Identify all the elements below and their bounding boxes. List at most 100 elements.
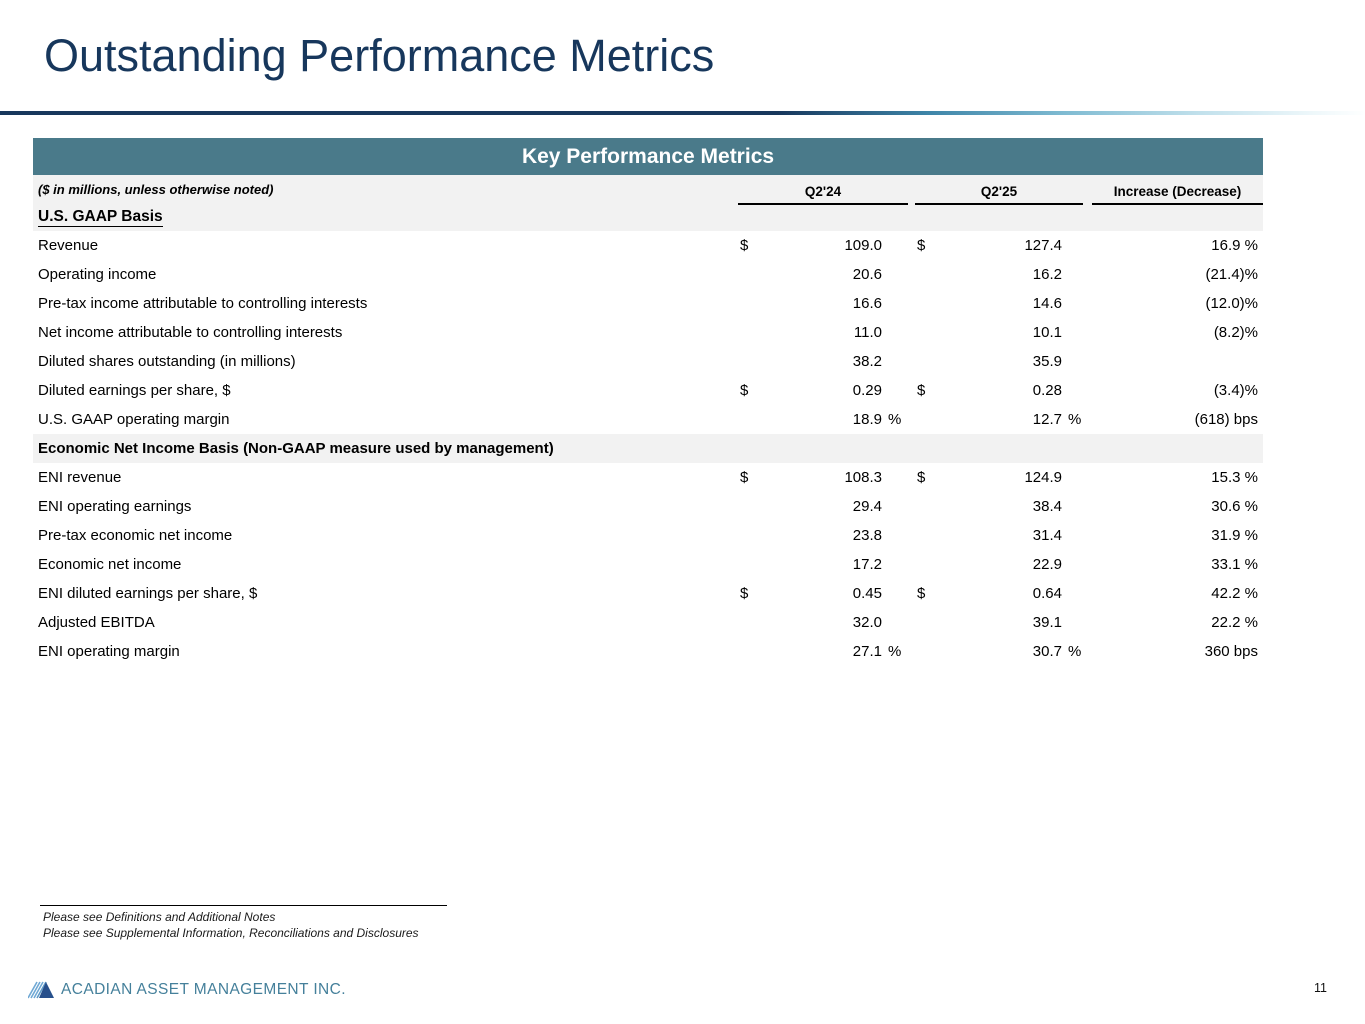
increase-decrease-value: (8.2)% <box>1213 324 1258 341</box>
q2-25-dollar-sign <box>915 260 939 289</box>
q2-25-dollar-sign <box>915 405 939 434</box>
q2-25-dollar-sign <box>915 492 939 521</box>
q2-24-dollar-sign <box>738 608 762 637</box>
q2-24-value: 109.0 <box>844 237 882 254</box>
increase-decrease-value: (618) bps <box>1194 411 1258 428</box>
q2-24-dollar-sign <box>738 289 762 318</box>
section-rows-eni: ENI revenue $ 108.3 $ 124.9 15.3 % ENI o… <box>33 463 1263 666</box>
q2-24-value: 20.6 <box>852 266 882 283</box>
increase-decrease-value: (12.0)% <box>1205 295 1258 312</box>
increase-decrease-value <box>1090 347 1258 376</box>
row-label: Revenue <box>38 237 99 254</box>
q2-24-suffix: % <box>888 411 902 428</box>
q2-24-suffix <box>882 492 910 521</box>
q2-24-dollar-sign: $ <box>740 469 749 486</box>
q2-25-value: 30.7 <box>1032 643 1062 660</box>
q2-25-dollar-sign <box>915 608 939 637</box>
table-title: Key Performance Metrics <box>33 138 1263 175</box>
q2-24-suffix <box>882 521 910 550</box>
footnote-supplemental: Please see Supplemental Information, Rec… <box>43 926 419 940</box>
q2-25-suffix: % <box>1068 643 1082 660</box>
q2-24-value: 38.2 <box>852 353 882 370</box>
table-row: Net income attributable to controlling i… <box>33 318 1263 347</box>
table-row: ENI revenue $ 108.3 $ 124.9 15.3 % <box>33 463 1263 492</box>
increase-decrease-value: 33.1 % <box>1211 556 1258 573</box>
row-label: Operating income <box>38 266 157 283</box>
q2-25-value: 38.4 <box>1032 498 1062 515</box>
q2-25-dollar-sign <box>915 347 939 376</box>
table-row: Adjusted EBITDA 32.0 39.1 22.2 % <box>33 608 1263 637</box>
q2-25-suffix <box>1062 289 1090 318</box>
q2-24-suffix <box>882 579 910 608</box>
q2-24-dollar-sign: $ <box>740 585 749 602</box>
column-header-row: ($ in millions, unless otherwise noted) … <box>33 175 1263 205</box>
q2-25-value: 35.9 <box>1032 353 1062 370</box>
row-end-pad <box>1258 376 1263 405</box>
q2-25-suffix <box>1062 521 1090 550</box>
table-row: U.S. GAAP operating margin 18.9 % 12.7 %… <box>33 405 1263 434</box>
row-label: Diluted earnings per share, $ <box>38 382 231 399</box>
q2-24-dollar-sign <box>738 260 762 289</box>
q2-25-dollar-sign: $ <box>917 469 926 486</box>
q2-25-suffix <box>1062 550 1090 579</box>
q2-25-value: 10.1 <box>1032 324 1062 341</box>
q2-24-value: 32.0 <box>852 614 882 631</box>
q2-24-value: 27.1 <box>852 643 882 660</box>
q2-25-suffix: % <box>1068 411 1082 428</box>
q2-24-suffix <box>882 231 910 260</box>
row-label: U.S. GAAP operating margin <box>38 411 230 428</box>
q2-25-dollar-sign <box>915 289 939 318</box>
table-row: Pre-tax economic net income 23.8 31.4 31… <box>33 521 1263 550</box>
row-end-pad <box>1258 521 1263 550</box>
q2-25-dollar-sign <box>915 521 939 550</box>
column-header-increase-decrease: Increase (Decrease) <box>1092 184 1263 205</box>
section-header-us-gaap: U.S. GAAP Basis <box>33 205 1263 231</box>
q2-25-value: 0.28 <box>1032 382 1062 399</box>
row-end-pad <box>1258 463 1263 492</box>
page-number: 11 <box>1314 981 1327 995</box>
q2-24-suffix <box>882 289 910 318</box>
table-row: Operating income 20.6 16.2 (21.4)% <box>33 260 1263 289</box>
row-end-pad <box>1258 260 1263 289</box>
q2-25-suffix <box>1062 463 1090 492</box>
q2-24-dollar-sign <box>738 347 762 376</box>
row-end-pad <box>1258 550 1263 579</box>
increase-decrease-value: 42.2 % <box>1211 585 1258 602</box>
q2-25-value: 127.4 <box>1024 237 1062 254</box>
q2-24-value: 17.2 <box>852 556 882 573</box>
q2-24-value: 23.8 <box>852 527 882 544</box>
row-end-pad <box>1258 231 1263 260</box>
q2-24-value: 18.9 <box>852 411 882 428</box>
q2-25-suffix <box>1062 492 1090 521</box>
row-label: ENI operating margin <box>38 643 180 660</box>
table-row: Diluted shares outstanding (in millions)… <box>33 347 1263 376</box>
column-header-q2-24: Q2'24 <box>738 184 908 205</box>
footnote-divider <box>40 905 447 906</box>
q2-24-dollar-sign <box>738 492 762 521</box>
q2-25-suffix <box>1062 318 1090 347</box>
q2-24-dollar-sign: $ <box>740 382 749 399</box>
row-end-pad <box>1258 289 1263 318</box>
q2-24-suffix <box>882 260 910 289</box>
q2-25-value: 12.7 <box>1032 411 1062 428</box>
increase-decrease-value: 16.9 % <box>1211 237 1258 254</box>
q2-25-suffix <box>1062 608 1090 637</box>
section-header-eni: Economic Net Income Basis (Non-GAAP meas… <box>33 434 1263 463</box>
row-end-pad <box>1258 318 1263 347</box>
row-label: ENI diluted earnings per share, $ <box>38 585 258 602</box>
q2-24-value: 16.6 <box>852 295 882 312</box>
q2-24-suffix <box>882 608 910 637</box>
q2-24-suffix <box>882 550 910 579</box>
footer-brand: ACADIAN ASSET MANAGEMENT INC. <box>28 981 346 999</box>
footnote-definitions: Please see Definitions and Additional No… <box>43 910 276 924</box>
q2-25-suffix <box>1062 579 1090 608</box>
increase-decrease-value: (21.4)% <box>1205 266 1258 283</box>
q2-25-value: 39.1 <box>1032 614 1062 631</box>
q2-25-value: 14.6 <box>1032 295 1062 312</box>
title-divider <box>0 111 1365 115</box>
row-label: Pre-tax economic net income <box>38 527 233 544</box>
increase-decrease-value: 15.3 % <box>1211 469 1258 486</box>
key-performance-metrics-table: Key Performance Metrics ($ in millions, … <box>33 138 1263 666</box>
q2-24-value: 108.3 <box>844 469 882 486</box>
